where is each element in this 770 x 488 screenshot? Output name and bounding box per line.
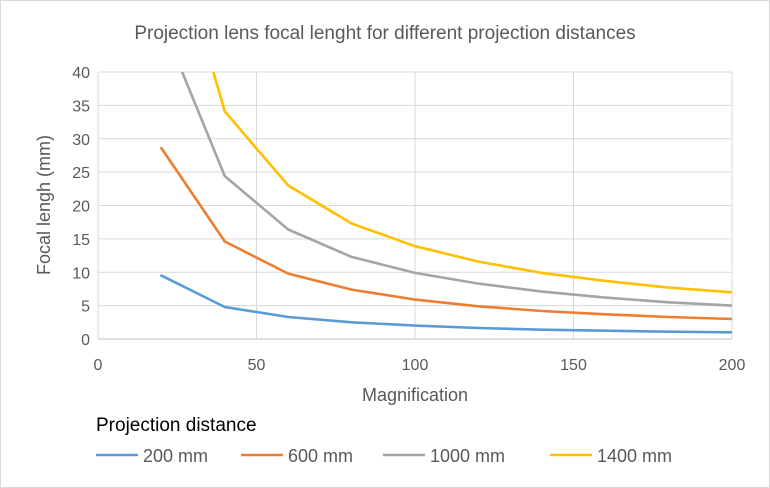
x-tick-label: 200 xyxy=(719,357,746,374)
chart-title: Projection lens focal lenght for differe… xyxy=(134,23,635,44)
y-tick-label: 40 xyxy=(72,65,90,82)
y-tick-label: 10 xyxy=(72,265,90,282)
legend-entry-label: 1400 mm xyxy=(597,446,672,466)
x-tick-label: 0 xyxy=(94,357,103,374)
x-tick-label: 100 xyxy=(402,357,429,374)
legend: 200 mm 600 mm 1000 mm 1400 mm xyxy=(96,446,672,466)
y-tick-label: 30 xyxy=(72,132,90,149)
legend-entry-label: 600 mm xyxy=(288,446,353,466)
series-line-200-mm xyxy=(160,274,732,334)
x-tick-label: 150 xyxy=(560,357,587,374)
series-line-600-mm xyxy=(160,146,732,321)
axes: 0 5 10 15 20 25 30 35 40 0 50 100 150 200 xyxy=(72,65,745,374)
y-axis-label: Focal lengh (mm) xyxy=(34,135,54,275)
gridlines xyxy=(98,71,733,339)
x-tick-label: 50 xyxy=(248,357,266,374)
series-line-1400-mm xyxy=(211,72,732,294)
series-lines xyxy=(160,72,732,334)
y-tick-label: 35 xyxy=(72,98,90,115)
y-tick-label: 0 xyxy=(81,332,90,349)
legend-entry-label: 200 mm xyxy=(143,446,208,466)
legend-title: Projection distance xyxy=(96,415,257,436)
y-tick-label: 5 xyxy=(81,299,90,316)
x-axis-label: Magnification xyxy=(362,385,468,405)
series-line-1000-mm xyxy=(180,72,732,307)
legend-entry-label: 1000 mm xyxy=(430,446,505,466)
y-tick-label: 25 xyxy=(72,165,90,182)
y-tick-label: 15 xyxy=(72,232,90,249)
y-tick-label: 20 xyxy=(72,199,90,216)
